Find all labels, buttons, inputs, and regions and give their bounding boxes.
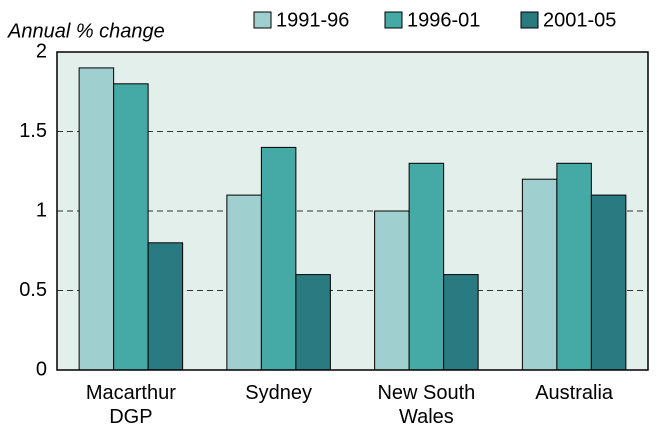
legend-swatch [253,11,272,29]
x-tick-label-line: Australia [535,382,614,404]
bar [374,210,410,371]
x-tick-label-line: Sydney [245,382,312,404]
bar [113,83,149,371]
x-tick-label-line: Wales [399,406,454,428]
bar [443,274,479,371]
legend-swatch [520,11,539,29]
bar [78,67,115,371]
x-tick-label: Macarthur DGP [86,382,176,428]
x-tick-label-line: Macarthur [86,382,176,404]
bar [556,162,592,371]
bar [295,274,331,371]
y-tick-label: 0 [36,358,47,380]
y-tick-label: 1 [36,199,47,221]
legend-label: 2001-05 [543,9,616,31]
legend-label: 1991-96 [276,9,349,31]
bar [408,162,445,371]
bar [590,194,627,371]
bar [260,146,297,371]
bar [226,194,262,371]
y-tick-label: 1.5 [19,120,47,142]
x-tick-label: Australia [535,382,614,404]
y-axis-label: Annual % change [7,20,165,42]
x-tick-label-line: DGP [109,406,152,428]
x-tick-label: Sydney [245,382,312,404]
x-tick-label: New South Wales [377,382,475,428]
plot-frame [56,51,649,371]
y-tick-label: 0.5 [19,279,47,301]
legend-swatch [384,11,403,29]
y-tick-label: 2 [36,40,47,62]
legend-label: 1996-01 [407,9,480,31]
x-tick-label-line: New South [377,382,475,404]
bar [521,178,558,371]
bar [147,242,184,371]
